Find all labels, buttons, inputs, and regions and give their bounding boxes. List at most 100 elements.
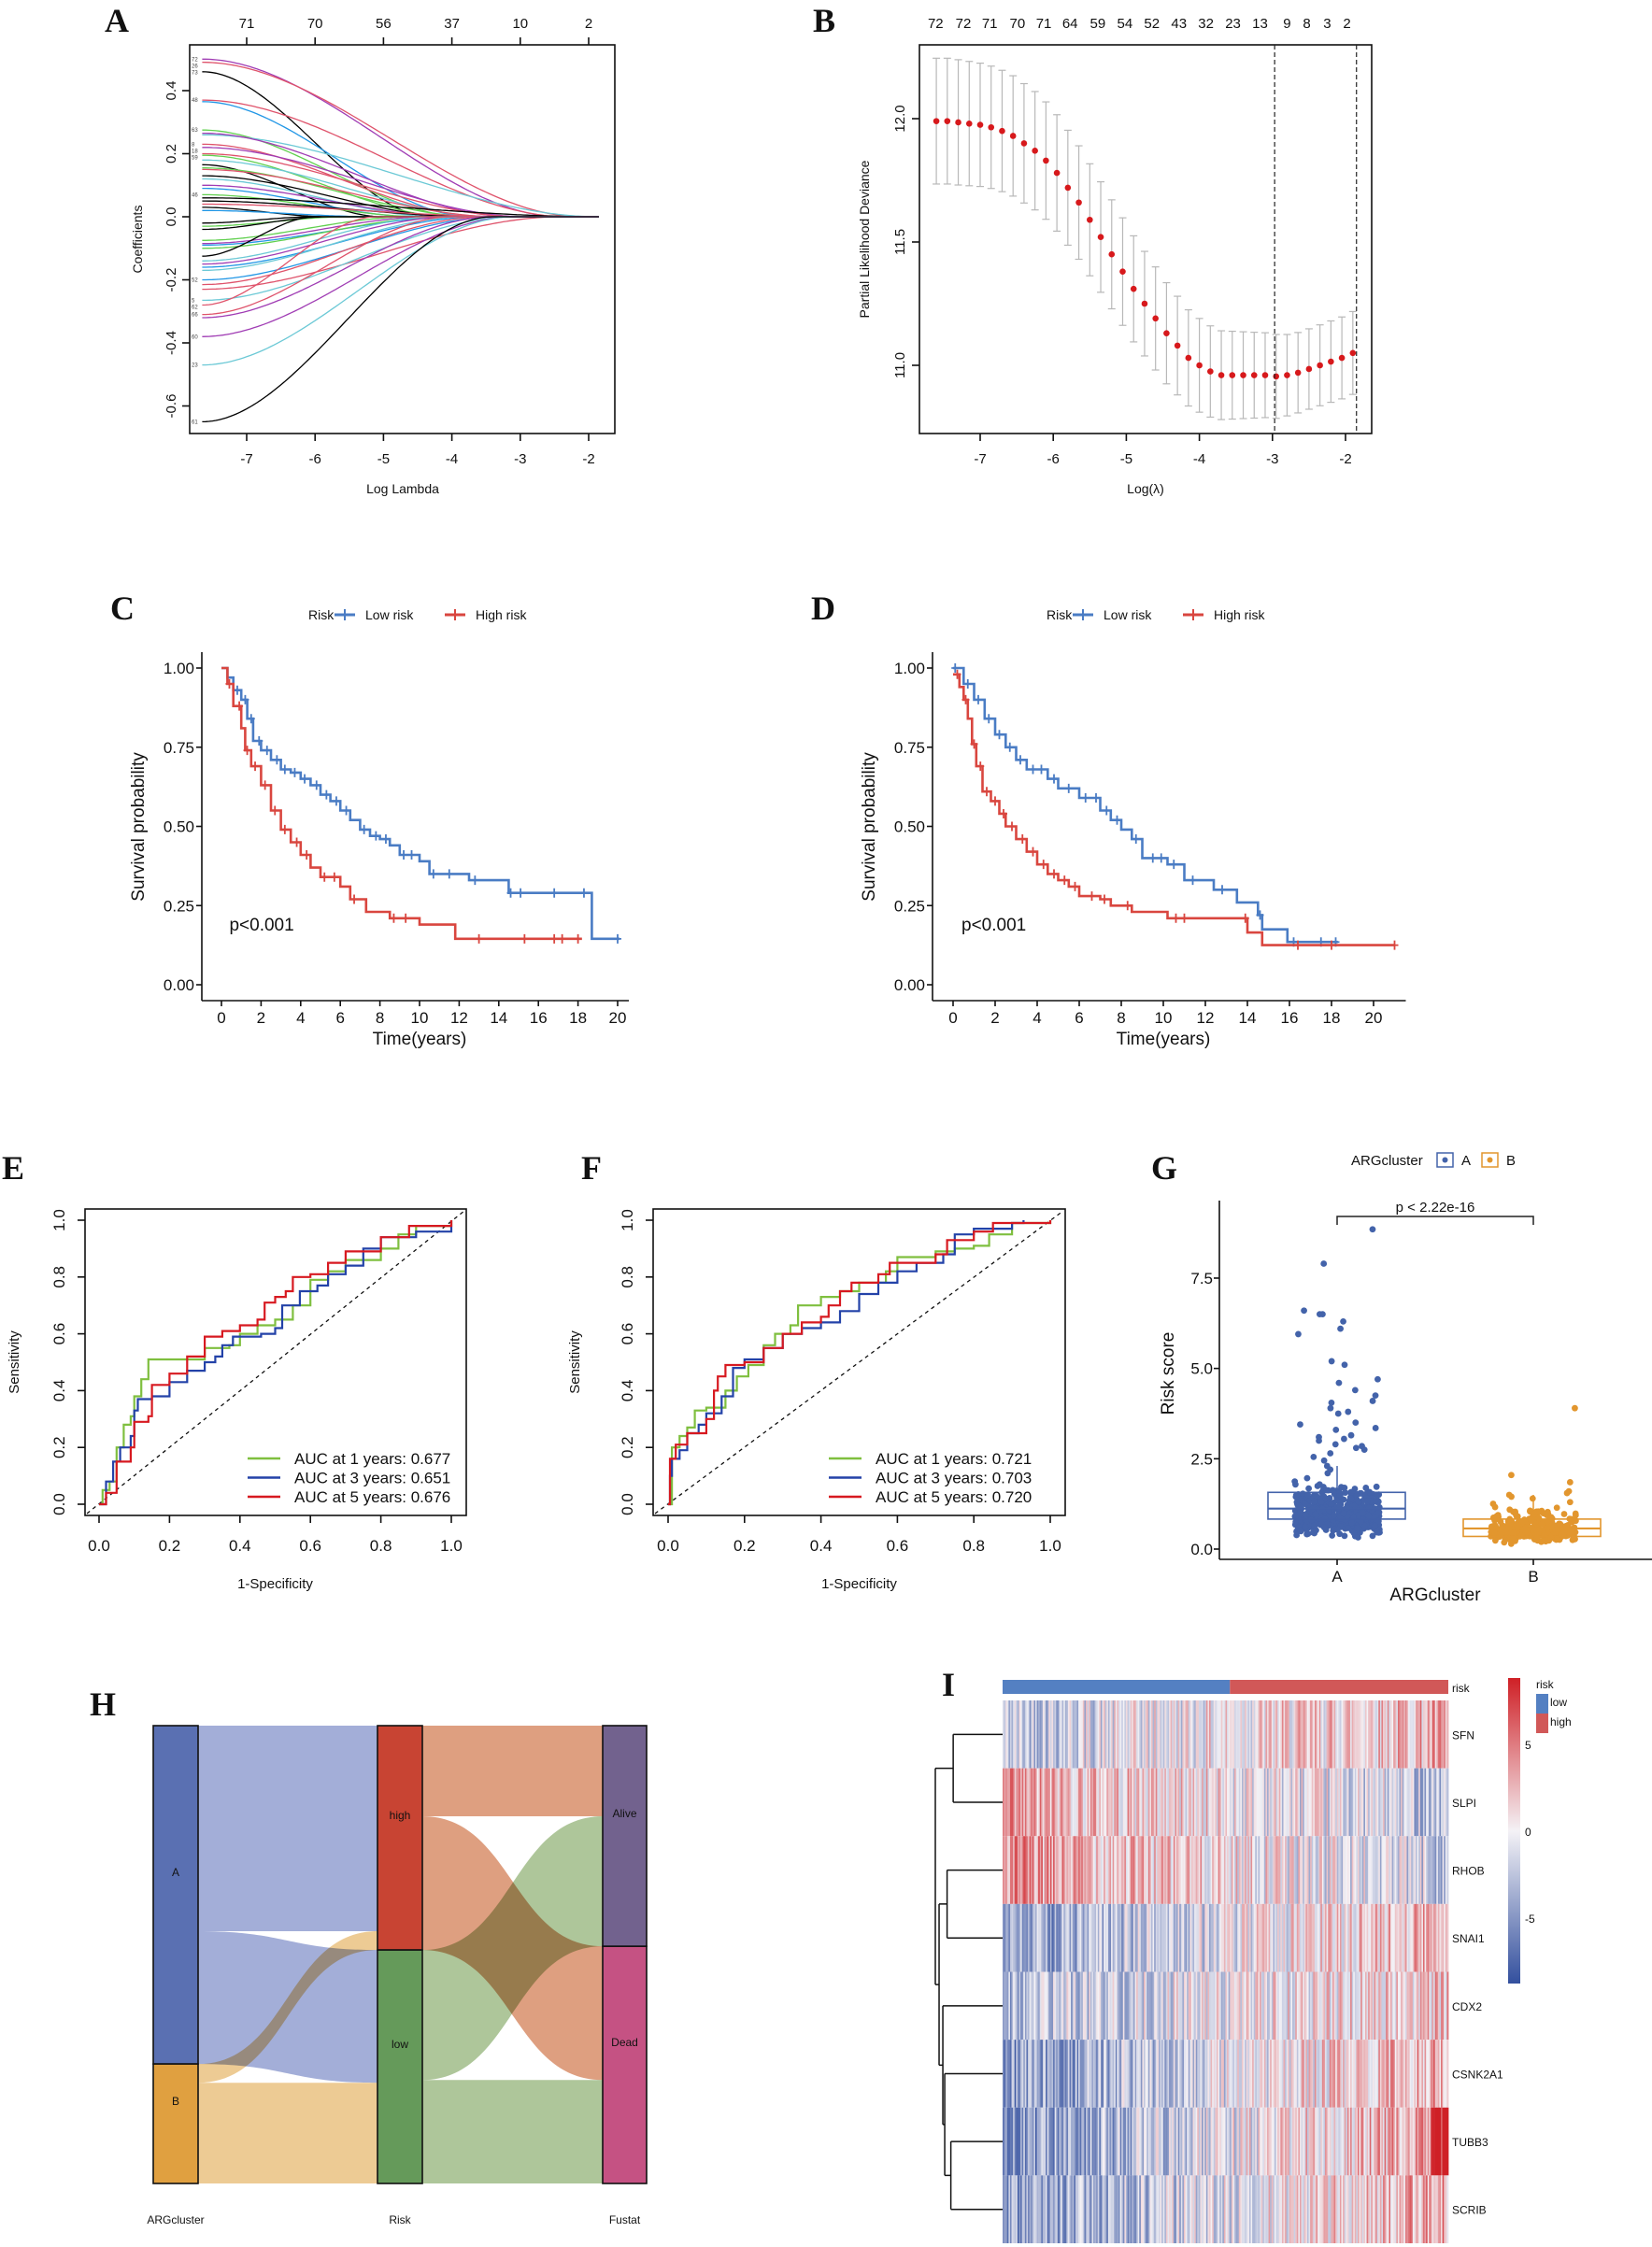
- heatmap-cell: [1082, 1700, 1085, 1769]
- censor-mark: [1123, 901, 1132, 911]
- heatmap-cell: [1121, 1971, 1124, 2041]
- colorbar: [1508, 1678, 1520, 1984]
- plot-frame: [919, 44, 1373, 434]
- heatmap-cell: [1115, 1768, 1118, 1837]
- heatmap-cell: [1350, 1768, 1353, 1837]
- heatmap-cell: [1142, 1700, 1145, 1769]
- heatmap-cell: [1343, 1700, 1346, 1769]
- censor-mark: [390, 913, 398, 923]
- x-tick-label: -4: [446, 451, 458, 467]
- heatmap-cell: [1071, 2040, 1074, 2108]
- heatmap-cell: [1369, 1903, 1372, 1972]
- heatmap-cell: [1078, 1971, 1081, 2041]
- top-axis-label: 54: [1117, 16, 1132, 32]
- heatmap-cell: [1200, 1836, 1203, 1904]
- heatmap-cell: [1386, 2107, 1389, 2176]
- heatmap-cell: [1333, 1971, 1336, 2041]
- heatmap-cell: [1059, 1836, 1061, 1904]
- heatmap-cell: [1145, 1768, 1147, 1837]
- heatmap-cell: [1374, 1971, 1376, 2041]
- heatmap-cell: [1020, 1971, 1023, 2041]
- plot-frame: [189, 44, 616, 434]
- heatmap-cell: [1061, 1903, 1064, 1972]
- deviance-point: [1305, 365, 1313, 373]
- heatmap-cell: [1346, 1768, 1348, 1837]
- colorbar-tick-label: 0: [1525, 1826, 1531, 1839]
- heatmap-cell: [1175, 1971, 1177, 2041]
- heatmap-cell: [1008, 1903, 1011, 1972]
- heatmap-cell: [1321, 1768, 1324, 1837]
- heatmap-cell: [1198, 1768, 1201, 1837]
- heatmap-cell: [1321, 1836, 1324, 1904]
- heatmap-cell: [1018, 1700, 1021, 1769]
- heatmap-cell: [1414, 1700, 1417, 1769]
- heatmap-cell: [1354, 2107, 1357, 2176]
- heatmap-cell: [1277, 2107, 1280, 2176]
- heatmap-cell: [1026, 2175, 1029, 2243]
- deviance-point: [1240, 372, 1246, 378]
- heatmap-cell: [1205, 1836, 1208, 1904]
- y-tick-label: 0.4: [164, 81, 179, 101]
- heatmap-cell: [1238, 2107, 1241, 2176]
- heatmap-cell: [1016, 2107, 1018, 2176]
- heatmap-cell: [1117, 2107, 1119, 2176]
- heatmap-cell: [1158, 2175, 1161, 2243]
- heatmap-cell: [1394, 1836, 1397, 1904]
- heatmap-cell: [1320, 2040, 1323, 2108]
- censor-mark: [1017, 755, 1024, 765]
- heatmap-cell: [1180, 2040, 1183, 2108]
- heatmap-cell: [1109, 2107, 1112, 2176]
- heatmap-cell: [1082, 1903, 1085, 1972]
- heatmap-cell: [1170, 2175, 1173, 2243]
- heatmap-cell: [1434, 1700, 1437, 1769]
- risk-score-point: [1373, 1483, 1380, 1490]
- heatmap-cell: [1434, 2040, 1437, 2108]
- heatmap-cell: [1369, 1836, 1372, 1904]
- x-tick-label: 20: [609, 1009, 627, 1027]
- risk-score-point: [1297, 1527, 1304, 1534]
- heatmap-cell: [1160, 1700, 1162, 1769]
- heatmap-cell: [1020, 2040, 1023, 2108]
- legend-label-low-risk: Low risk: [1104, 607, 1152, 622]
- heatmap-cell: [1419, 1836, 1422, 1904]
- heatmap-cell: [1094, 2040, 1097, 2108]
- heatmap-cell: [1260, 1903, 1263, 1972]
- heatmap-cell: [1092, 1700, 1095, 1769]
- heatmap-cell: [1285, 1768, 1288, 1837]
- heatmap-cell: [1303, 1836, 1305, 1904]
- heatmap-cell: [1418, 2175, 1421, 2243]
- heatmap-cell: [1406, 1700, 1409, 1769]
- heatmap-cell: [1346, 1768, 1349, 1837]
- heatmap-cell: [1303, 1903, 1305, 1972]
- heatmap-cell: [1044, 2040, 1047, 2108]
- heatmap-cell: [1192, 1971, 1195, 2041]
- heatmap-cell: [1111, 2175, 1114, 2243]
- heatmap-cell: [1230, 2107, 1232, 2176]
- heatmap-cell: [1067, 1700, 1070, 1769]
- heatmap-cell: [1411, 2107, 1414, 2176]
- heatmap-cell: [1427, 2175, 1430, 2243]
- heatmap-cell: [1039, 1903, 1042, 1972]
- heatmap-cell: [1359, 1768, 1361, 1837]
- heatmap-cell: [1119, 1768, 1122, 1837]
- risk-score-point: [1312, 1510, 1319, 1517]
- deviance-point: [1338, 354, 1346, 362]
- heatmap-cell: [1169, 1700, 1172, 1769]
- heatmap-cell: [1338, 2175, 1341, 2243]
- heatmap-cell: [1056, 2040, 1059, 2108]
- heatmap-cell: [1026, 2107, 1029, 2176]
- censor-mark: [255, 735, 263, 746]
- heatmap-cell: [1351, 1971, 1354, 2041]
- heatmap-cell: [1026, 1903, 1029, 1972]
- heatmap-cell: [1189, 2175, 1192, 2243]
- node-label-high: high: [390, 1809, 411, 1822]
- heatmap-cell: [1426, 1768, 1429, 1837]
- x-tick-label: 6: [1075, 1009, 1083, 1027]
- heatmap-cell: [1194, 1971, 1197, 2041]
- heatmap-cell: [1057, 1903, 1060, 1972]
- heatmap-cell: [1034, 1903, 1037, 1972]
- heatmap-cell: [1256, 1768, 1259, 1837]
- heatmap-cell: [1270, 1836, 1273, 1904]
- heatmap-cell: [1031, 2040, 1033, 2108]
- censor-mark: [1008, 821, 1016, 832]
